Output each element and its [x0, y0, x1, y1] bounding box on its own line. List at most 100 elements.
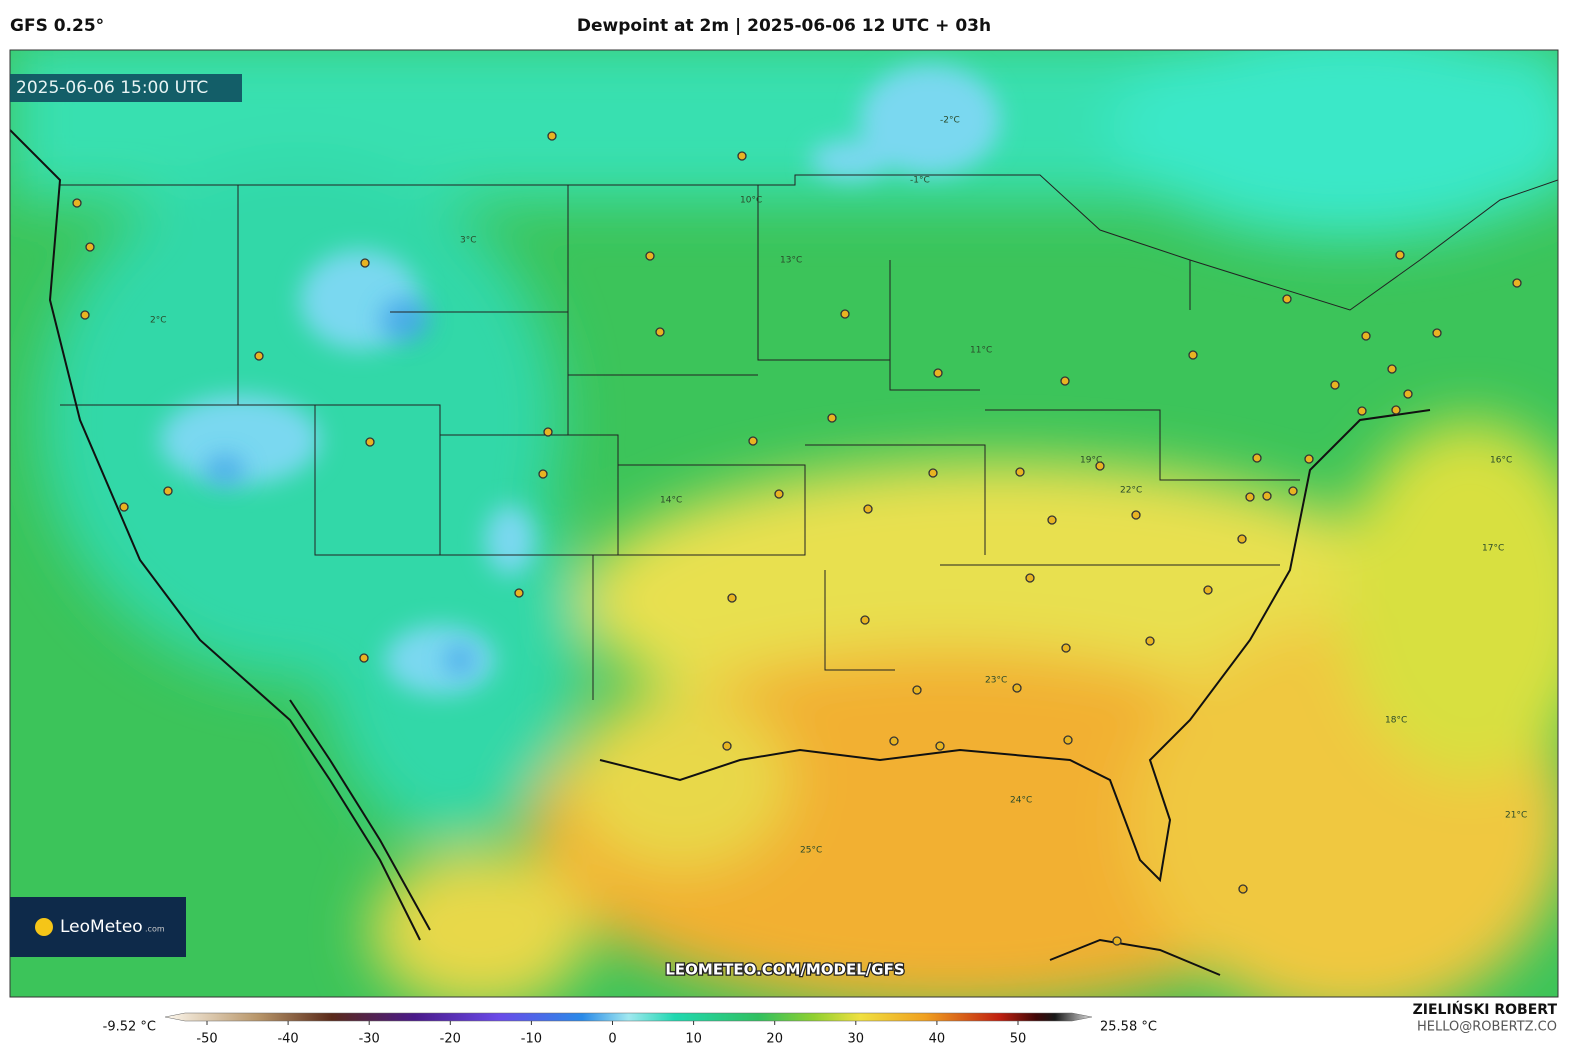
- contour-label: -1°C: [910, 176, 930, 186]
- city-marker: [1395, 250, 1405, 260]
- city-marker: [1145, 636, 1155, 646]
- city-marker: [737, 151, 747, 161]
- contour-label: 10°C: [740, 196, 762, 206]
- city-marker: [1361, 331, 1371, 341]
- contour-label: 2°C: [150, 316, 167, 326]
- city-marker: [359, 653, 369, 663]
- contour-label: 19°C: [1080, 456, 1102, 466]
- city-marker: [912, 685, 922, 695]
- city-marker: [860, 615, 870, 625]
- colorbar-max: 25.58 °C: [1100, 1020, 1157, 1035]
- city-marker: [1095, 461, 1105, 471]
- city-marker: [655, 327, 665, 337]
- timestamp-box: [10, 74, 242, 102]
- colorbar: [164, 1012, 1093, 1022]
- contour-label: 25°C: [800, 846, 822, 856]
- city-marker: [1357, 406, 1367, 416]
- city-marker: [1237, 534, 1247, 544]
- contour-label: -2°C: [940, 116, 960, 126]
- city-marker: [1025, 573, 1035, 583]
- city-marker: [863, 504, 873, 514]
- city-marker: [935, 741, 945, 751]
- city-marker: [1288, 486, 1298, 496]
- city-marker: [1391, 405, 1401, 415]
- colorbar-tick-label: -20: [440, 1032, 461, 1047]
- city-marker: [1203, 585, 1213, 595]
- city-marker: [1304, 454, 1314, 464]
- logo-sun: [35, 918, 53, 936]
- city-marker: [119, 502, 129, 512]
- contour-label: 24°C: [1010, 796, 1032, 806]
- contour-label: 11°C: [970, 346, 992, 356]
- city-marker: [538, 469, 548, 479]
- map-title: Dewpoint at 2m | 2025-06-06 12 UTC + 03h: [577, 16, 991, 36]
- city-marker: [1245, 492, 1255, 502]
- city-marker: [163, 486, 173, 496]
- watermark: LEOMETEO.COM/MODEL/GFS: [665, 961, 904, 979]
- colorbar-min: -9.52 °C: [103, 1020, 156, 1035]
- city-marker: [1262, 491, 1272, 501]
- colorbar-tick-label: 50: [1010, 1032, 1027, 1047]
- city-marker: [1061, 643, 1071, 653]
- city-marker: [1047, 515, 1057, 525]
- city-marker: [360, 258, 370, 268]
- city-marker: [933, 368, 943, 378]
- colorbar-tick-label: 40: [929, 1032, 946, 1047]
- city-marker: [1512, 278, 1522, 288]
- city-marker: [1238, 884, 1248, 894]
- city-marker: [1063, 735, 1073, 745]
- city-marker: [72, 198, 82, 208]
- city-marker: [1060, 376, 1070, 386]
- map-frame: [9, 49, 1559, 998]
- city-marker: [1252, 453, 1262, 463]
- contact: HELLO@ROBERTZ.CO: [1417, 1020, 1557, 1035]
- city-marker: [514, 588, 524, 598]
- valid-time: 2025-06-06 15:00 UTC: [16, 78, 208, 98]
- city-marker: [1012, 683, 1022, 693]
- city-marker: [722, 741, 732, 751]
- city-marker: [80, 310, 90, 320]
- colorbar-tick-label: 10: [685, 1032, 702, 1047]
- colorbar-ticks: -50 -40 -30 -20 -10 0 10 20 30 40 50: [196, 1021, 1026, 1047]
- contour-labels: 2°C 3°C -2°C -1°C 13°C 14°C 19°C 22°C 23°C 24°C 25…: [150, 116, 1527, 856]
- city-marker: [1403, 389, 1413, 399]
- city-marker: [748, 436, 758, 446]
- city-marker: [1282, 294, 1292, 304]
- state-borders: [60, 174, 1558, 700]
- city-marker: [774, 489, 784, 499]
- city-marker: [727, 593, 737, 603]
- city-marker: [827, 413, 837, 423]
- city-marker: [1131, 510, 1141, 520]
- city-marker: [1432, 328, 1442, 338]
- contour-label: 16°C: [1490, 456, 1512, 466]
- city-marker: [543, 427, 553, 437]
- city-marker: [85, 242, 95, 252]
- colorbar-tick-label: 30: [848, 1032, 865, 1047]
- colorbar-tick-label: -40: [277, 1032, 298, 1047]
- city-marker: [889, 736, 899, 746]
- author: ZIELIŃSKI ROBERT: [1413, 1000, 1558, 1018]
- contour-label: 18°C: [1385, 716, 1407, 726]
- colorbar-tick-label: -10: [521, 1032, 542, 1047]
- city-marker: [547, 131, 557, 141]
- colorbar-tick-label: 20: [766, 1032, 783, 1047]
- city-marker: [365, 437, 375, 447]
- city-marker: [1188, 350, 1198, 360]
- contour-label: 14°C: [660, 496, 682, 506]
- city-marker: [1330, 380, 1340, 390]
- coastlines: [10, 129, 1431, 976]
- map: 2°C 3°C -2°C -1°C 13°C 14°C 19°C 22°C 23°C 24°C 25…: [10, 50, 1558, 997]
- city-marker: [1387, 364, 1397, 374]
- colorbar-tick-label: 0: [608, 1032, 616, 1047]
- contour-label: 3°C: [460, 236, 477, 246]
- city-marker: [1015, 467, 1025, 477]
- contour-label: 21°C: [1505, 811, 1527, 821]
- city-marker: [254, 351, 264, 361]
- colorbar-tick-label: -50: [196, 1032, 217, 1047]
- contour-label: 17°C: [1482, 544, 1504, 554]
- city-marker: [928, 468, 938, 478]
- cities: [72, 131, 1522, 946]
- logo-text: LeoMeteo: [60, 917, 143, 937]
